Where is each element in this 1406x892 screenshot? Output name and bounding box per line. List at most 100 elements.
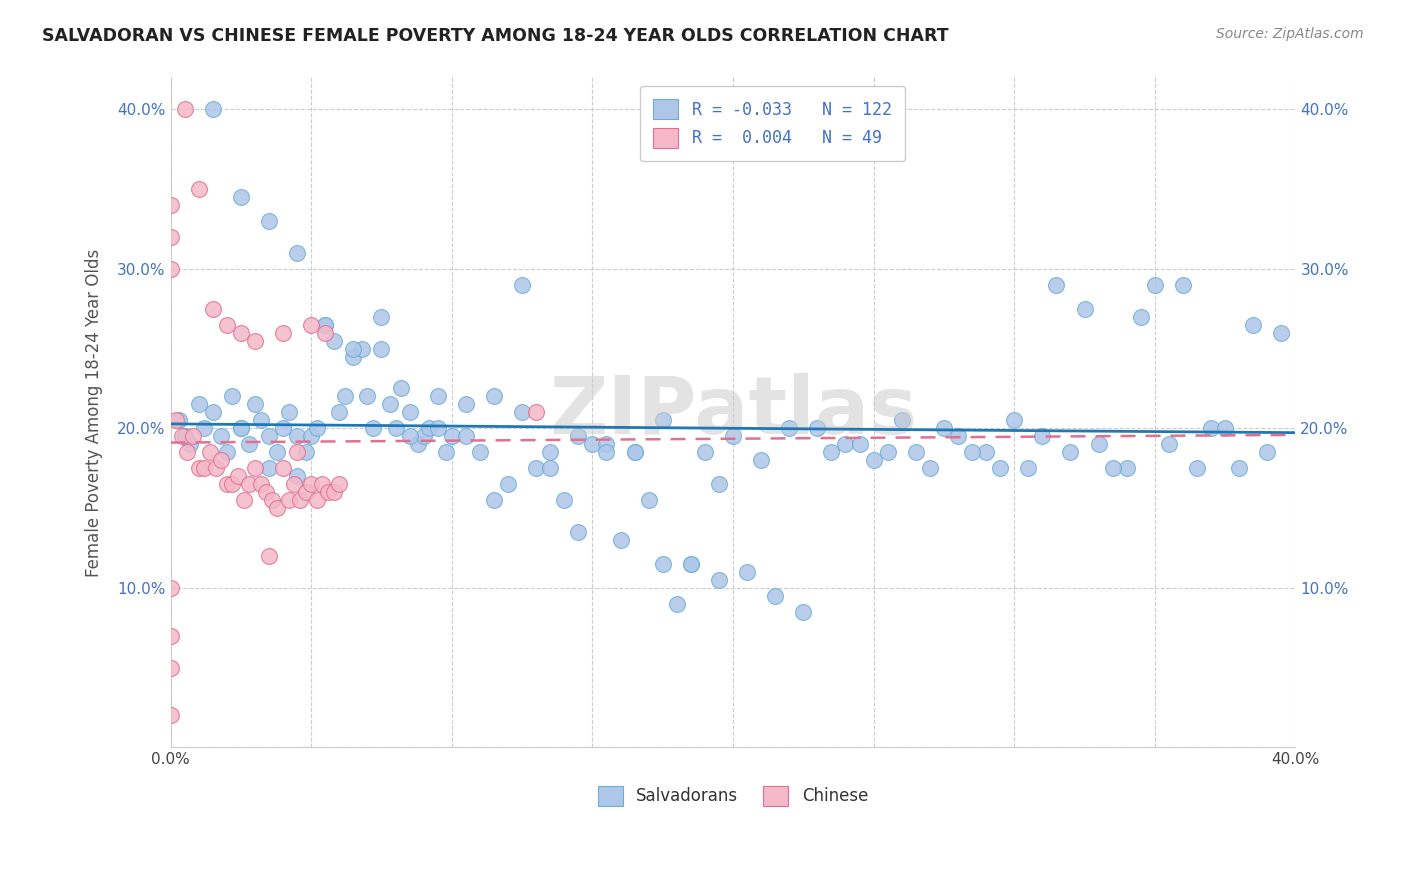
Point xyxy=(173,429,195,443)
Point xyxy=(398,429,420,443)
Point xyxy=(181,429,204,443)
Point xyxy=(229,421,252,435)
Point xyxy=(243,461,266,475)
Point xyxy=(333,389,356,403)
Point xyxy=(426,421,449,435)
Point xyxy=(285,246,308,260)
Point xyxy=(406,437,429,451)
Point xyxy=(581,437,603,451)
Point xyxy=(637,493,659,508)
Point xyxy=(398,405,420,419)
Point xyxy=(1017,461,1039,475)
Point xyxy=(159,629,181,643)
Point xyxy=(510,405,533,419)
Point xyxy=(1129,310,1152,324)
Point xyxy=(254,485,277,500)
Point xyxy=(679,557,702,571)
Point xyxy=(932,421,955,435)
Point xyxy=(1031,429,1053,443)
Point xyxy=(1101,461,1123,475)
Point xyxy=(305,493,328,508)
Point xyxy=(201,301,224,316)
Point xyxy=(305,421,328,435)
Point xyxy=(193,461,215,475)
Point xyxy=(299,429,322,443)
Point xyxy=(848,437,870,451)
Point xyxy=(595,445,617,459)
Point xyxy=(862,453,884,467)
Point xyxy=(1115,461,1137,475)
Point xyxy=(778,421,800,435)
Point xyxy=(201,103,224,117)
Point xyxy=(187,397,209,411)
Point xyxy=(311,477,333,491)
Point xyxy=(187,182,209,196)
Point xyxy=(1241,318,1264,332)
Point xyxy=(314,318,336,332)
Point xyxy=(434,445,457,459)
Point xyxy=(707,477,730,491)
Point xyxy=(221,389,243,403)
Point xyxy=(904,445,927,459)
Point xyxy=(378,397,401,411)
Point xyxy=(1002,413,1025,427)
Point xyxy=(299,318,322,332)
Point xyxy=(988,461,1011,475)
Point xyxy=(159,261,181,276)
Point xyxy=(609,533,631,547)
Point xyxy=(193,421,215,435)
Point xyxy=(693,445,716,459)
Point xyxy=(204,461,226,475)
Point xyxy=(361,421,384,435)
Point xyxy=(538,445,561,459)
Point xyxy=(918,461,941,475)
Point xyxy=(167,413,190,427)
Point xyxy=(314,326,336,340)
Point xyxy=(221,477,243,491)
Point xyxy=(946,429,969,443)
Point xyxy=(299,477,322,491)
Point xyxy=(538,461,561,475)
Point xyxy=(260,493,283,508)
Point xyxy=(257,214,280,228)
Point xyxy=(277,493,299,508)
Point xyxy=(179,437,201,451)
Point xyxy=(1199,421,1222,435)
Point xyxy=(238,477,260,491)
Point xyxy=(806,421,828,435)
Point xyxy=(792,605,814,619)
Point xyxy=(316,485,339,500)
Point xyxy=(707,573,730,587)
Point xyxy=(651,413,673,427)
Point xyxy=(510,277,533,292)
Point xyxy=(198,445,221,459)
Point xyxy=(440,429,463,443)
Point xyxy=(294,445,316,459)
Point xyxy=(342,342,364,356)
Point xyxy=(1171,277,1194,292)
Point xyxy=(170,429,193,443)
Point xyxy=(482,389,505,403)
Point xyxy=(567,524,589,539)
Point xyxy=(1143,277,1166,292)
Point xyxy=(201,405,224,419)
Legend: Salvadorans, Chinese: Salvadorans, Chinese xyxy=(592,779,875,813)
Point xyxy=(285,429,308,443)
Point xyxy=(834,437,856,451)
Point xyxy=(496,477,519,491)
Point xyxy=(285,445,308,459)
Point xyxy=(454,429,477,443)
Point xyxy=(232,493,254,508)
Point xyxy=(1073,301,1095,316)
Point xyxy=(285,469,308,483)
Point xyxy=(1059,445,1081,459)
Point xyxy=(960,445,983,459)
Point xyxy=(277,405,299,419)
Point xyxy=(215,477,238,491)
Point xyxy=(215,318,238,332)
Point xyxy=(271,461,294,475)
Point xyxy=(229,421,252,435)
Point xyxy=(249,413,271,427)
Point xyxy=(567,429,589,443)
Point xyxy=(412,429,434,443)
